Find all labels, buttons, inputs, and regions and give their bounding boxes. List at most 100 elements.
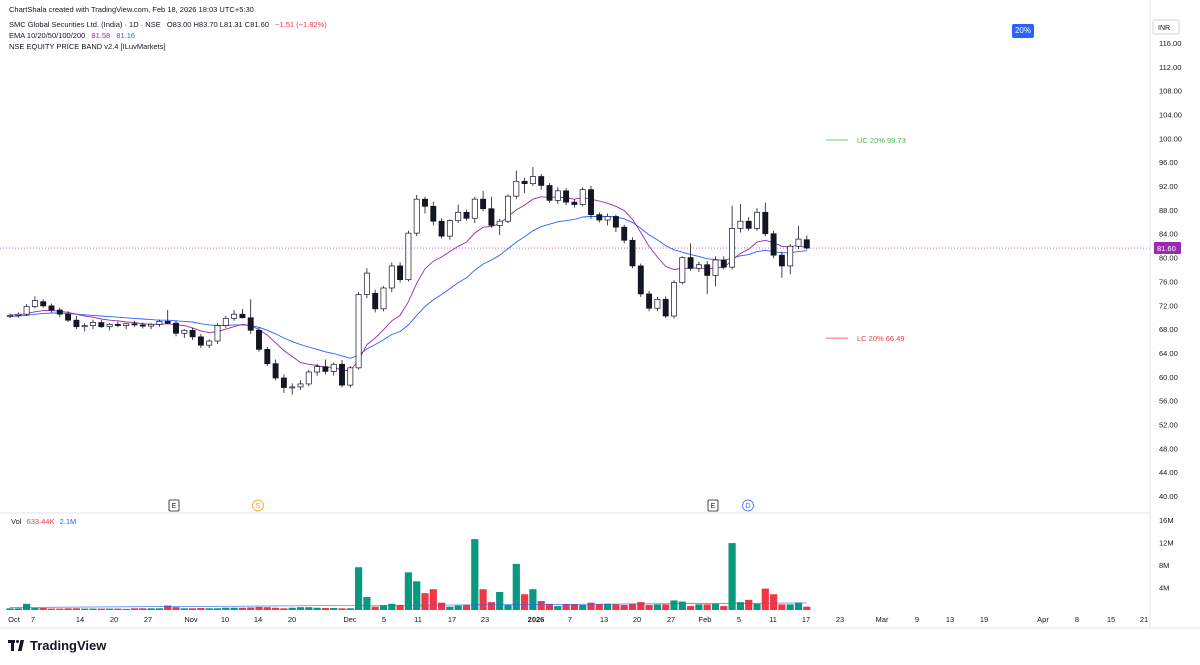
candle[interactable] (438, 218, 445, 239)
candle[interactable] (496, 218, 503, 235)
candle[interactable] (521, 177, 528, 194)
candle[interactable] (173, 320, 179, 337)
candle[interactable] (654, 296, 661, 312)
candle[interactable] (513, 170, 520, 200)
candle[interactable] (787, 243, 794, 275)
candle[interactable] (123, 323, 130, 330)
candle[interactable] (646, 290, 653, 312)
symbol-legend[interactable]: SMC Global Securities Ltd. (India) · 1D … (9, 20, 331, 30)
candle[interactable] (579, 187, 586, 207)
candle[interactable] (430, 201, 437, 226)
candle[interactable] (65, 311, 72, 322)
candle[interactable] (712, 256, 719, 287)
candle[interactable] (214, 323, 221, 345)
candle[interactable] (737, 203, 744, 233)
indicator-legend[interactable]: NSE EQUITY PRICE BAND v2.4 [ILuvMarkets] (9, 42, 166, 51)
candle[interactable] (280, 374, 287, 393)
candle[interactable] (637, 263, 644, 297)
candle[interactable] (803, 235, 810, 250)
candle[interactable] (81, 323, 88, 332)
candle[interactable] (563, 188, 570, 206)
candle[interactable] (380, 286, 387, 312)
candle[interactable] (745, 217, 752, 231)
candle[interactable] (40, 299, 47, 308)
candle[interactable] (778, 251, 785, 278)
candle[interactable] (139, 322, 146, 329)
candle[interactable] (679, 256, 686, 285)
candle[interactable] (546, 183, 553, 203)
candle[interactable] (23, 304, 30, 316)
candle[interactable] (247, 299, 254, 334)
candle[interactable] (7, 313, 13, 319)
candle[interactable] (405, 230, 412, 282)
candle[interactable] (31, 296, 38, 309)
candle[interactable] (388, 262, 395, 293)
candle[interactable] (629, 237, 636, 269)
candle[interactable] (297, 380, 304, 390)
candle[interactable] (422, 196, 428, 214)
candle[interactable] (206, 339, 213, 349)
candle[interactable] (471, 196, 478, 224)
candle[interactable] (687, 243, 694, 271)
candle[interactable] (322, 359, 329, 375)
candle[interactable] (455, 204, 462, 224)
candle[interactable] (347, 366, 354, 388)
candle[interactable] (538, 174, 545, 190)
candle[interactable] (305, 369, 312, 387)
candle[interactable] (189, 327, 196, 340)
candle[interactable] (222, 315, 229, 328)
candle[interactable] (480, 190, 487, 212)
candle[interactable] (164, 310, 171, 325)
candle[interactable] (621, 224, 628, 244)
percent-badge[interactable]: 20% (1012, 24, 1034, 38)
price-axis[interactable]: INR 116.00 112.00 108.00 104.00 100.00 96.00 92… (1152, 19, 1182, 501)
candle[interactable] (98, 320, 105, 328)
event-marker-d[interactable]: D (742, 499, 754, 512)
candle[interactable] (662, 296, 669, 318)
candle[interactable] (314, 363, 321, 376)
candle[interactable] (529, 166, 536, 187)
candle[interactable] (148, 323, 155, 330)
candle[interactable] (671, 280, 677, 319)
candle[interactable] (264, 346, 271, 367)
candle[interactable] (588, 186, 594, 219)
candle[interactable] (505, 194, 511, 224)
event-marker-s[interactable]: S (252, 499, 264, 512)
candle[interactable] (795, 225, 802, 250)
candle[interactable] (554, 187, 561, 204)
candle[interactable] (488, 196, 495, 228)
candle[interactable] (695, 261, 702, 272)
candle[interactable] (770, 230, 777, 259)
candle[interactable] (181, 329, 188, 339)
candle[interactable] (330, 362, 337, 376)
candle[interactable] (372, 289, 379, 313)
candle[interactable] (15, 312, 22, 318)
candle[interactable] (355, 292, 362, 370)
candle[interactable] (289, 383, 296, 395)
candle[interactable] (729, 205, 736, 270)
candle[interactable] (256, 327, 262, 352)
candle[interactable] (131, 320, 138, 327)
candle[interactable] (720, 256, 727, 270)
candle[interactable] (571, 199, 578, 208)
candle[interactable] (363, 268, 370, 299)
candle[interactable] (604, 213, 611, 226)
time-axis[interactable]: Oct 7 14 20 27 Nov 10 14 20 Dec 5 11 17 23 2026 7 13 20 27… (8, 615, 1148, 624)
candle[interactable] (446, 219, 453, 240)
candle[interactable] (114, 321, 121, 328)
candle[interactable] (239, 308, 246, 319)
candle[interactable] (704, 261, 711, 294)
candle[interactable] (754, 208, 760, 231)
candle[interactable] (156, 319, 163, 327)
candle[interactable] (463, 209, 470, 221)
candle[interactable] (413, 194, 420, 237)
candle[interactable] (339, 360, 345, 388)
candle[interactable] (762, 202, 769, 237)
ema-legend[interactable]: EMA 10/20/50/100/200 81.58 81.16 (9, 31, 139, 41)
event-marker-e[interactable]: E (707, 499, 719, 512)
candle[interactable] (231, 310, 238, 321)
candle[interactable] (73, 315, 80, 330)
event-marker-e[interactable]: E (168, 499, 180, 512)
